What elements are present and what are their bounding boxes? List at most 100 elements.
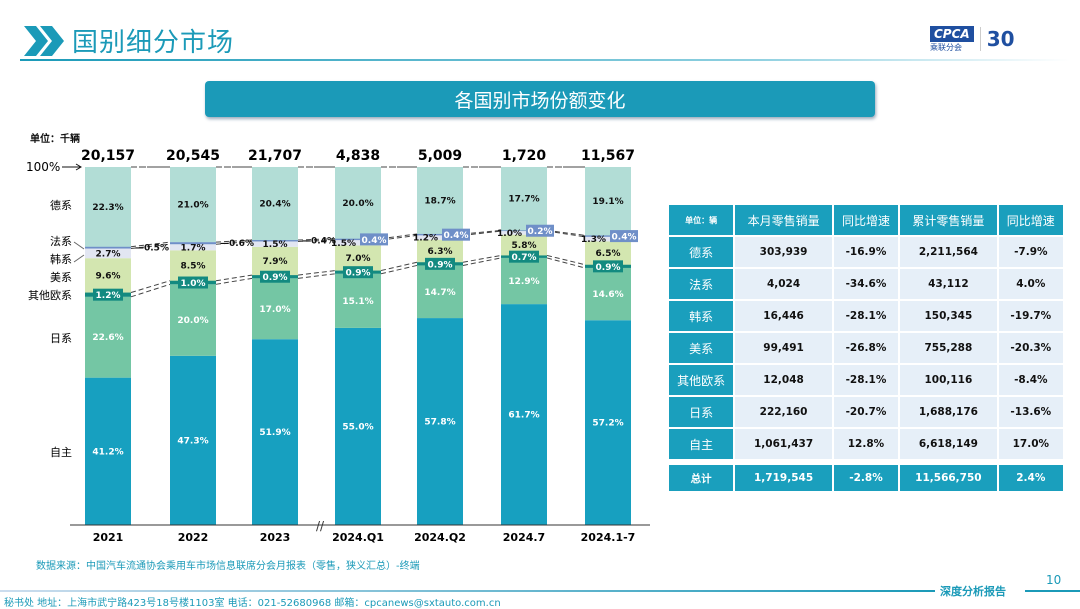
data-label: 20.0% [177,316,208,326]
table-cell: 1,061,437 [735,429,832,459]
table-row: 其他欧系 12,048 -28.1% 100,116 -8.4% [669,365,1063,395]
connector-line [130,241,171,248]
total-cell: 11,566,750 [900,461,997,491]
bar-segment [585,267,631,321]
bar-segment [252,278,298,340]
bar-segment [85,246,131,249]
table-cell: 6,618,149 [900,429,997,459]
data-label: 17.0% [259,305,290,315]
bar-segment [335,327,381,525]
bar-segment [501,257,547,305]
data-label: 5.8% [512,241,537,251]
table-cell: 43,112 [900,269,997,299]
table-cell: 1,688,176 [900,397,997,427]
data-label: 6.3% [428,247,453,257]
bar-segment [585,320,631,525]
data-label: 1.5% [331,239,356,249]
label-box [360,233,388,246]
data-label: —0.6% [220,239,254,249]
data-label: 7.9% [263,257,288,267]
connector-line [546,229,586,236]
bar-segment [85,258,131,293]
connector-line [380,264,418,275]
data-label: 15.1% [342,297,373,307]
bar-segment [417,235,463,240]
total-label: 5,009 [418,148,462,164]
bar-segment [585,167,631,236]
label-box [442,228,470,241]
connector-line [380,234,418,241]
bar-segment [501,304,547,525]
table-cell: -16.9% [833,237,899,267]
total-label: 20,157 [81,148,135,164]
section-banner: 各国别市场份额变化 [205,81,875,117]
table-row: 日系 222,160 -20.7% 1,688,176 -13.6% [669,397,1063,427]
total-label: 1,720 [502,148,547,164]
bar-segment [170,284,216,356]
data-label: 0.4% [362,236,387,246]
table-cell: 222,160 [735,397,832,427]
data-label: 1.3% [581,235,606,245]
bar-segment [335,238,381,241]
data-label: 0.9% [596,263,621,273]
series-label: 韩系 [50,252,72,266]
total-cell: -2.8% [833,461,899,491]
bar-segment [170,242,216,245]
table-cell: 303,939 [735,237,832,267]
data-label: 9.6% [96,271,121,281]
bar-segment [252,339,298,525]
data-label: 0.2% [528,227,553,237]
data-label: 51.9% [259,428,290,438]
connector-line [380,233,418,240]
x-tick-label: 2023 [260,531,291,544]
connector-line [297,238,336,241]
bar-segment [501,167,547,231]
data-label: 17.7% [508,195,539,205]
data-label: 22.3% [92,203,123,213]
logo-sub: 乘联分会 [930,42,962,52]
connector-line [297,239,336,242]
total-label: 总计 [669,461,734,491]
data-label: 0.9% [428,260,453,270]
table-cell: 4,024 [735,269,832,299]
bar-segment [85,167,131,247]
data-label: 20.4% [259,200,290,210]
data-label: 6.5% [596,249,621,259]
label-box [593,260,623,273]
footer-line [0,590,935,592]
series-label: 法系 [50,234,72,248]
data-label: 14.6% [592,290,623,300]
connector-line [215,274,253,282]
data-label: 12.9% [508,277,539,287]
data-label: 1.7% [181,243,206,253]
connector-line [546,230,586,238]
bar-segment [170,167,216,243]
table-header-row: 单位：辆 本月零售销量 同比增速 累计零售销量 同比增速 [669,205,1063,235]
bar-segment [335,167,381,239]
row-header: 自主 [669,429,734,459]
page-number: 10 [1046,573,1062,587]
data-source: 数据来源：中国汽车流通协会乘用车市场信息联席分会月报表（零售，狭义汇总）-终端 [36,561,420,572]
table-row: 自主 1,061,437 12.8% 6,618,149 17.0% [669,429,1063,459]
data-label: 47.3% [177,436,208,446]
connector-line [462,229,502,235]
table-cell: -34.6% [833,269,899,299]
bar-segment [335,240,381,246]
data-label: 1.5% [263,240,288,250]
title-underline [20,59,1070,61]
total-cell: 1,719,545 [735,461,832,491]
x-tick-label: 2022 [178,531,209,544]
bar-segment [335,273,381,328]
bar-segment [585,236,631,242]
total-label: 11,567 [581,148,635,164]
percent-axis-label: 100% [26,160,60,174]
table-cell: -20.3% [998,333,1063,363]
data-label: 8.5% [181,262,206,272]
data-label: 0.9% [263,273,288,283]
x-tick-label: 2021 [93,531,124,544]
col-header: 同比增速 [998,205,1063,235]
bar-segment [85,377,131,525]
data-label: 21.0% [177,201,208,211]
data-label: 1.0% [497,229,522,239]
